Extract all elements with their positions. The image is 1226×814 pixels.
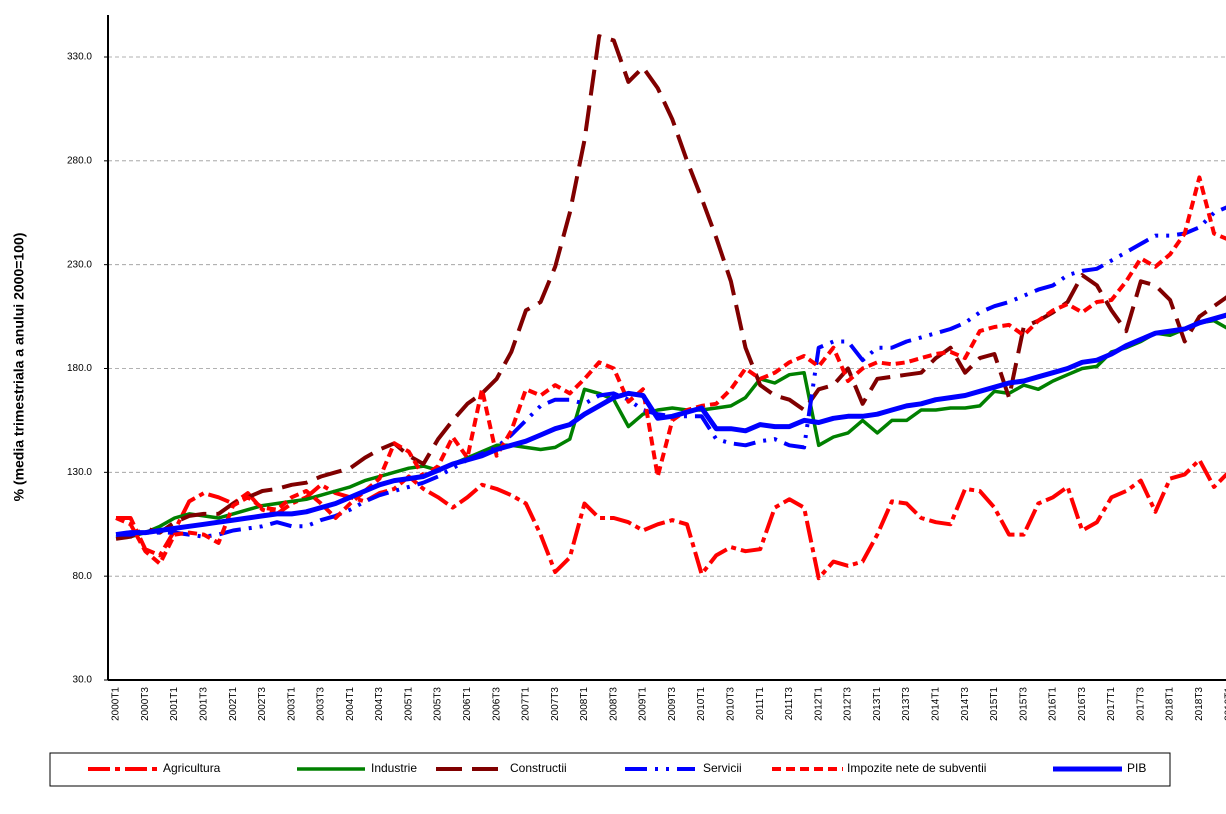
- y-tick-label: 130.0: [67, 467, 92, 478]
- y-tick-label: 80.0: [73, 571, 93, 582]
- x-tick-label: 2004T3: [374, 687, 385, 721]
- x-tick-label: 2014T3: [960, 687, 971, 721]
- x-tick-label: 2002T1: [228, 687, 239, 721]
- x-tick-label: 2019T1: [1223, 687, 1226, 721]
- x-tick-label: 2018T1: [1165, 687, 1176, 721]
- x-tick-label: 2000T1: [111, 687, 122, 721]
- legend-label: Industrie: [371, 761, 417, 775]
- x-tick-label: 2007T1: [521, 687, 532, 721]
- legend-label: PIB: [1127, 761, 1146, 775]
- x-tick-label: 2001T1: [169, 687, 180, 721]
- legend-items: Agricultura Industrie Constructii Servicii I…: [88, 761, 1146, 775]
- x-tick-label: 2008T1: [579, 687, 590, 721]
- x-tick-label: 2008T3: [608, 687, 619, 721]
- series-line: [116, 457, 1226, 581]
- x-tick-label: 2005T1: [403, 687, 414, 721]
- series-line: [115, 318, 1226, 539]
- y-tick-label: 180.0: [67, 363, 92, 374]
- x-tick-label: 2002T3: [257, 687, 268, 721]
- x-tick-label: 2010T3: [726, 687, 737, 721]
- x-tick-label: 2016T1: [1048, 687, 1059, 721]
- x-tick-label: 2016T3: [1077, 687, 1088, 721]
- x-tick-label: 2017T3: [1135, 687, 1146, 721]
- x-tick-label: 2005T3: [433, 687, 444, 721]
- x-tick-label: 2009T1: [638, 687, 649, 721]
- y-tick-label: 230.0: [67, 259, 92, 270]
- legend: [49, 752, 1171, 787]
- x-tick-label: 2003T3: [316, 687, 327, 721]
- x-tick-label: 2006T3: [491, 687, 502, 721]
- y-axis-label: % (media trimestriala a anului 2000=100): [11, 233, 27, 502]
- x-tick-label: 2011T3: [784, 687, 795, 721]
- x-tick-label: 2003T1: [286, 687, 297, 721]
- x-tick-label: 2004T1: [345, 687, 356, 721]
- series-line: [115, 175, 1226, 566]
- x-tick-label: 2015T3: [1018, 687, 1029, 721]
- series-line: [116, 205, 1226, 539]
- x-tick-label: 2011T1: [755, 687, 766, 721]
- y-tick-label: 330.0: [67, 52, 92, 63]
- x-tick-label: 2018T3: [1194, 687, 1205, 721]
- x-tick-label: 2013T3: [901, 687, 912, 721]
- y-tick-label: 30.0: [73, 675, 93, 686]
- x-tick-label: 2006T1: [462, 687, 473, 721]
- legend-label: Servicii: [703, 761, 742, 775]
- x-tick-label: 2013T1: [872, 687, 883, 721]
- x-tick-label: 2017T1: [1106, 687, 1117, 721]
- plot-area: [115, 34, 1226, 581]
- x-tick-label: 2007T3: [550, 687, 561, 721]
- y-tick-label: 280.0: [67, 155, 92, 166]
- grid: [108, 56, 1226, 577]
- x-tick-label: 2009T3: [667, 687, 678, 721]
- legend-label: Constructii: [510, 761, 567, 775]
- series-line: [115, 34, 1226, 541]
- x-tick-label: 2010T1: [696, 687, 707, 721]
- x-tick-label: 2015T1: [989, 687, 1000, 721]
- x-tick-label: 2014T1: [930, 687, 941, 721]
- series-line: [115, 312, 1226, 538]
- x-tick-label: 2012T1: [813, 687, 824, 721]
- legend-label: Impozite nete de subventii: [847, 761, 986, 775]
- x-tick-label: 2012T3: [843, 687, 854, 721]
- x-tick-label: 2000T3: [140, 687, 151, 721]
- legend-label: Agricultura: [163, 761, 221, 775]
- x-tick-label: 2001T3: [198, 687, 209, 721]
